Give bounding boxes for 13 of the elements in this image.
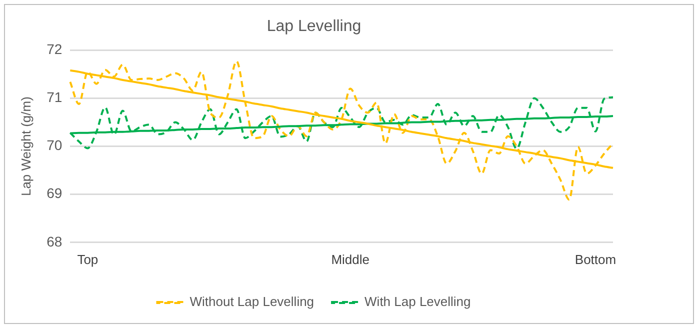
y-tick-label: 69 xyxy=(46,185,62,202)
legend-label: With Lap Levelling xyxy=(364,294,471,310)
legend-label: Without Lap Levelling xyxy=(190,294,314,310)
y-tick-label: 70 xyxy=(46,137,62,154)
y-tick-label: 71 xyxy=(46,89,62,106)
y-tick-label: 68 xyxy=(46,233,62,250)
x-tick-label: Top xyxy=(77,252,98,267)
x-tick-label: Middle xyxy=(331,252,370,267)
x-tick-label: Bottom xyxy=(574,252,616,267)
y-axis-title: Lap Weight (g/m) xyxy=(18,96,34,196)
y-tick-label: 72 xyxy=(46,41,62,58)
line-series xyxy=(69,60,614,201)
chart-title: Lap Levelling xyxy=(266,18,362,36)
